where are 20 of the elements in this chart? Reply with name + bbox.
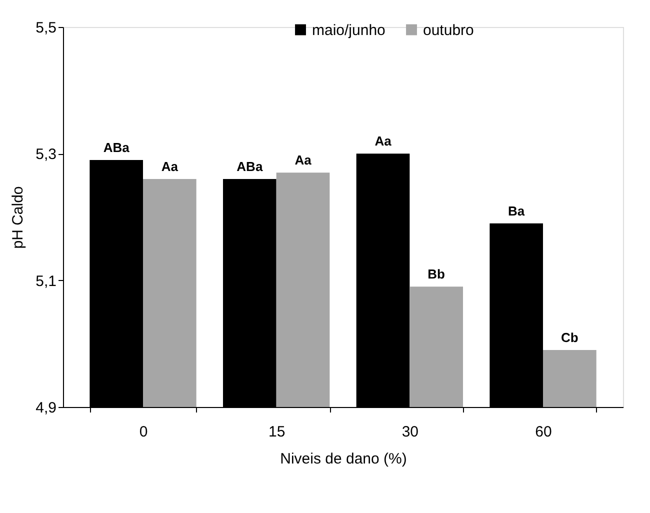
x-axis-title: Niveis de dano (%) xyxy=(280,450,407,468)
x-tick-label: 0 xyxy=(139,424,148,440)
legend-label: outubro xyxy=(423,22,474,39)
y-tick-label: 5,1 xyxy=(36,272,56,290)
data-label: ABa xyxy=(236,159,264,174)
x-tick-label: 60 xyxy=(535,424,552,440)
data-label: Ba xyxy=(508,203,526,218)
data-label: Aa xyxy=(374,134,392,149)
data-label: Cb xyxy=(560,330,578,345)
y-axis-title: pH Caldo xyxy=(10,186,27,249)
y-tick-label: 5,5 xyxy=(36,20,56,36)
data-label: Aa xyxy=(294,152,312,168)
data-label: Bb xyxy=(428,266,446,282)
x-tick-label: 15 xyxy=(268,424,286,440)
legend-label: maio/junho xyxy=(312,22,386,39)
y-tick-label: 4,9 xyxy=(36,400,56,416)
data-label: ABa xyxy=(103,140,130,155)
data-label: Aa xyxy=(161,159,179,174)
x-tick-label: 30 xyxy=(402,424,419,440)
y-tick-label: 5,3 xyxy=(36,146,56,164)
